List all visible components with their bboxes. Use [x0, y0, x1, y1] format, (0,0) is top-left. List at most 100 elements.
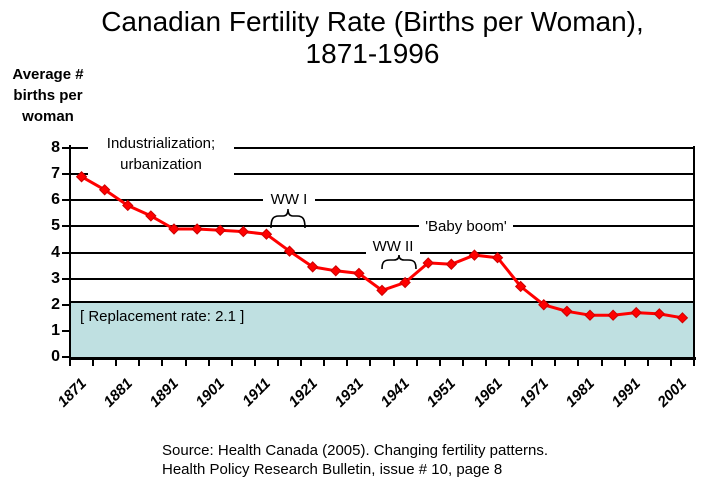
data-point-marker-1971: [538, 299, 550, 311]
x-tick-label-2001: 2001: [654, 375, 691, 411]
chart-title-line1: Canadian Fertility Rate (Births per Woma…: [101, 6, 644, 37]
x-axis-tick-25: [646, 360, 649, 366]
y-tick-label-2: 2: [51, 295, 60, 313]
industrialization-annotation-line2: urbanization: [120, 156, 202, 173]
y-axis-tick-5: [62, 225, 70, 228]
y-axis-tick-2: [62, 303, 70, 306]
y-tick-label-4: 4: [51, 243, 60, 261]
x-axis-tick-14: [392, 360, 395, 366]
data-point-marker-1991: [630, 306, 642, 319]
x-axis-tick-1: [92, 360, 95, 366]
grid-line-y7: [70, 173, 694, 176]
x-axis-tick-0: [69, 360, 71, 366]
x-axis-tick-2: [115, 360, 118, 366]
y-axis-title: Average # births per woman: [4, 64, 92, 127]
x-axis-tick-11: [323, 360, 326, 366]
y-tick-label-8: 8: [51, 139, 60, 156]
y-tick-label-6: 6: [51, 191, 60, 209]
data-point-marker-1966: [514, 280, 527, 293]
data-point-marker-1876: [98, 184, 111, 196]
source-note-line1: Source: Health Canada (2005). Changing f…: [162, 442, 549, 459]
y-axis-tick-3: [62, 277, 70, 280]
plot-right-border: [693, 146, 695, 358]
data-point-marker-1936: [376, 284, 388, 297]
x-axis-tick-26: [669, 360, 672, 366]
y-axis-tick-4: [62, 251, 70, 254]
y-axis-tick-0: [62, 356, 70, 358]
x-tick-label-1901: 1901: [192, 375, 229, 411]
x-axis-line: [69, 357, 696, 360]
ww1-brace-icon: [270, 208, 306, 229]
data-point-marker-1881: [122, 199, 134, 212]
x-axis-tick-24: [623, 360, 626, 366]
y-axis-line: [69, 145, 71, 360]
data-point-marker-1976: [561, 305, 573, 317]
data-point-marker-1916: [283, 245, 296, 257]
x-axis-tick-13: [369, 360, 372, 366]
data-point-marker-1956: [468, 249, 481, 261]
chart-title-line2: 1871-1996: [305, 38, 440, 69]
data-point-marker-1996: [653, 308, 666, 320]
ww2-annotation: WW II: [366, 238, 420, 255]
baby-boom-annotation: 'Baby boom': [419, 218, 513, 235]
x-tick-label-1951: 1951: [423, 375, 460, 411]
x-axis-tick-7: [230, 360, 233, 366]
data-point-marker-1911: [260, 228, 273, 240]
x-axis-tick-12: [346, 360, 349, 366]
x-tick-label-1941: 1941: [377, 375, 414, 411]
industrialization-annotation-line1: Industrialization;: [106, 135, 216, 152]
x-axis-tick-15: [415, 360, 418, 366]
y-axis-tick-7: [62, 173, 70, 176]
y-axis-tick-1: [62, 329, 70, 332]
data-point-marker-1926: [330, 265, 342, 277]
data-point-marker-1951: [445, 258, 458, 270]
data-point-marker-1986: [607, 309, 619, 321]
x-tick-label-1981: 1981: [562, 375, 599, 411]
chart-title: Canadian Fertility Rate (Births per Woma…: [30, 6, 715, 70]
x-axis-tick-5: [184, 360, 187, 366]
industrialization-annotation: Industrialization; urbanization: [88, 132, 234, 176]
data-point-marker-1871: [75, 171, 88, 183]
data-point-marker-1896: [191, 223, 203, 235]
x-tick-label-1991: 1991: [608, 375, 645, 411]
y-tick-label-1: 1: [51, 321, 60, 339]
x-tick-label-1971: 1971: [516, 375, 552, 411]
x-tick-label-1921: 1921: [285, 375, 321, 411]
y-tick-label-7: 7: [51, 165, 60, 183]
ww1-annotation: WW I: [263, 191, 315, 208]
ww2-brace-icon: [381, 254, 417, 270]
x-axis-tick-3: [138, 360, 141, 366]
y-tick-label-5: 5: [51, 217, 60, 235]
y-axis-title-line3: woman: [22, 108, 74, 125]
y-axis-title-line2: births per: [13, 87, 83, 104]
grid-line-y6: [70, 199, 694, 202]
x-tick-label-1881: 1881: [100, 375, 136, 411]
fertility-rate-line-chart: [75, 171, 689, 324]
x-axis-tick-10: [300, 360, 303, 366]
y-axis-tick-8: [62, 147, 70, 149]
x-axis-tick-6: [207, 360, 210, 366]
grid-line-y5: [70, 225, 694, 228]
replacement-rate-label: [ Replacement rate: 2.1 ]: [80, 308, 245, 325]
x-axis-tick-20: [531, 360, 534, 366]
data-point-marker-1961: [491, 252, 504, 264]
y-axis-title-line1: Average #: [12, 66, 84, 83]
x-axis-tick-27: [693, 360, 695, 366]
y-tick-label-3: 3: [51, 269, 60, 287]
data-point-marker-1901: [214, 224, 226, 237]
data-point-marker-1906: [237, 225, 250, 238]
x-axis-tick-23: [600, 360, 603, 366]
y-tick-label-0: 0: [51, 348, 60, 365]
x-axis-tick-8: [253, 360, 256, 366]
data-point-marker-1931: [353, 267, 365, 280]
data-point-marker-2001: [676, 312, 689, 324]
source-note-line2: Health Policy Research Bulletin, issue #…: [162, 460, 503, 478]
x-tick-label-1911: 1911: [239, 375, 275, 410]
y-axis-tick-6: [62, 199, 70, 202]
source-note: Source: Health Canada (2005). Changing f…: [162, 442, 642, 479]
data-point-marker-1946: [422, 257, 434, 269]
data-point-marker-1886: [145, 210, 157, 222]
x-axis-tick-9: [277, 360, 279, 366]
grid-line-y3: [70, 277, 694, 280]
